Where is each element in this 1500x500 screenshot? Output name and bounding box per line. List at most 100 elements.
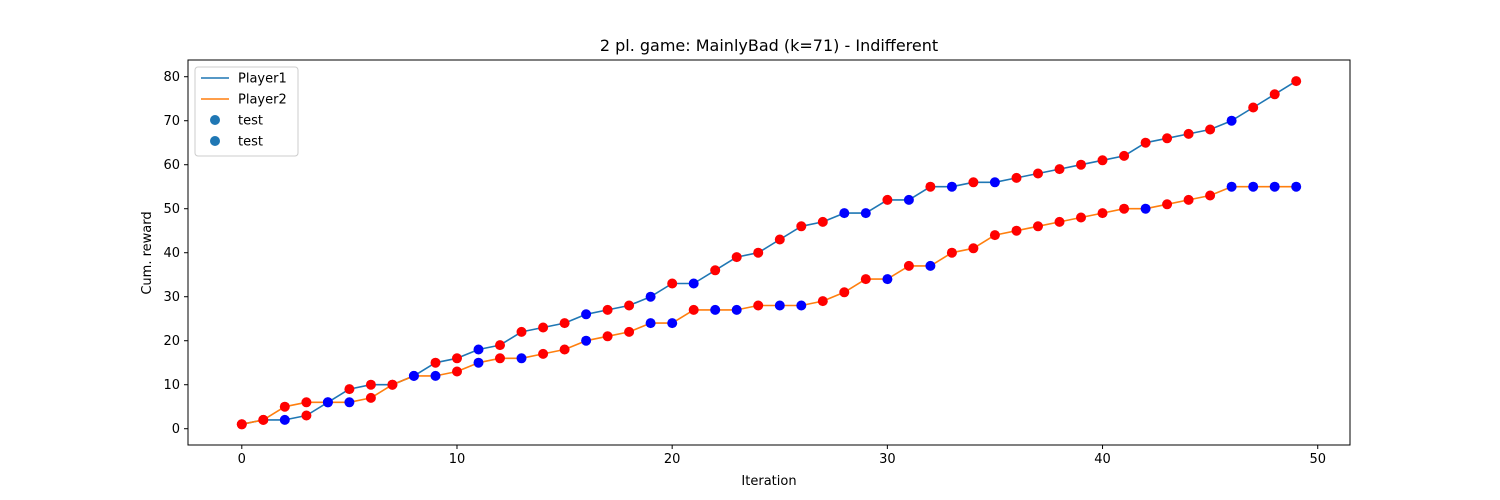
x-axis-label: Iteration	[741, 474, 796, 489]
data-point-s2-22	[710, 304, 721, 315]
data-point-s2-43	[1162, 199, 1173, 210]
data-point-s1-20	[667, 278, 678, 289]
data-point-s1-30	[882, 194, 893, 205]
data-point-s1-2	[279, 414, 290, 425]
y-tick-label: 0	[172, 422, 180, 437]
data-point-s1-29	[860, 208, 871, 219]
data-point-s2-29	[860, 274, 871, 285]
data-point-s2-24	[753, 300, 764, 311]
data-point-s1-3	[301, 410, 312, 421]
data-point-s1-37	[1033, 168, 1043, 179]
legend-label-scatter-1: test	[238, 114, 263, 129]
x-tick-label: 40	[1094, 452, 1111, 467]
data-point-s2-37	[1033, 221, 1043, 232]
data-point-s1-35	[989, 177, 1000, 188]
data-point-s1-36	[1011, 172, 1022, 183]
data-point-s2-3	[301, 397, 312, 408]
data-point-s2-33	[946, 247, 957, 258]
data-point-s1-24	[753, 247, 764, 258]
data-point-s1-33	[946, 181, 957, 192]
data-point-s2-17	[602, 331, 613, 342]
y-tick-label: 40	[163, 246, 180, 261]
data-point-s2-25	[774, 300, 785, 311]
x-tick-label: 50	[1309, 452, 1326, 467]
data-point-s1-19	[645, 291, 656, 302]
data-point-s1-38	[1054, 164, 1065, 175]
chart-title: 2 pl. game: MainlyBad (k=71) - Indiffere…	[600, 36, 938, 55]
data-point-s1-40	[1097, 155, 1108, 166]
data-point-s1-10	[452, 353, 462, 364]
data-point-s2-36	[1011, 225, 1022, 236]
data-point-s2-12	[495, 353, 505, 364]
data-point-s2-34	[968, 243, 979, 254]
data-point-s1-13	[516, 326, 527, 337]
data-point-s1-27	[817, 216, 828, 227]
data-point-s1-46	[1226, 115, 1237, 126]
legend-label-1: Player1	[238, 72, 287, 87]
y-tick-label: 50	[163, 202, 180, 217]
data-point-s2-49	[1291, 181, 1302, 192]
y-tick-label: 60	[163, 158, 180, 173]
data-point-s2-35	[989, 230, 1000, 241]
legend-marker-scatter-1	[210, 115, 220, 125]
data-point-s2-18	[624, 326, 635, 337]
axes: 0 10 20 30 40 50 0 10 20 30 40 50 60 70 80	[163, 59, 1351, 467]
data-point-s1-11	[473, 344, 484, 355]
data-point-s2-32	[925, 260, 936, 271]
data-point-s2-9	[430, 370, 441, 381]
x-tick-label: 10	[449, 452, 466, 467]
data-point-s2-47	[1248, 181, 1259, 192]
data-point-s2-42	[1140, 203, 1151, 214]
data-point-s1-49	[1291, 76, 1302, 87]
data-point-s2-26	[796, 300, 807, 311]
data-point-s2-0	[236, 419, 247, 430]
data-point-s2-2	[279, 401, 290, 412]
data-point-s2-16	[581, 335, 592, 346]
data-point-s1-16	[581, 309, 592, 320]
data-point-s1-25	[774, 234, 785, 245]
data-point-s1-42	[1140, 137, 1151, 148]
data-point-s2-44	[1183, 194, 1194, 205]
data-point-s1-22	[710, 265, 721, 276]
data-point-s2-23	[731, 304, 742, 315]
data-point-s1-34	[968, 177, 979, 188]
data-point-s2-48	[1269, 181, 1280, 192]
data-point-s2-31	[903, 260, 914, 271]
y-tick-label: 30	[163, 290, 180, 305]
series-markers	[236, 76, 1302, 430]
data-point-s1-26	[796, 221, 807, 232]
data-point-s2-19	[645, 318, 656, 329]
data-point-s1-47	[1248, 102, 1259, 113]
data-point-s1-9	[430, 357, 441, 368]
data-point-s2-15	[559, 344, 570, 355]
y-axis-label: Cum. reward	[140, 211, 155, 294]
legend: Player1 Player2 test test	[194, 66, 299, 157]
data-point-s2-11	[473, 357, 484, 368]
data-point-s1-17	[602, 304, 613, 315]
data-point-s1-41	[1119, 150, 1130, 161]
data-point-s1-45	[1205, 124, 1216, 135]
data-point-s2-14	[538, 348, 549, 359]
legend-marker-scatter-2	[210, 136, 220, 146]
data-point-s2-5	[344, 397, 355, 408]
legend-label-scatter-2: test	[238, 135, 263, 150]
data-point-s2-10	[452, 366, 462, 377]
data-point-s2-8	[408, 370, 419, 381]
data-point-s1-32	[925, 181, 936, 192]
data-point-s2-41	[1119, 203, 1130, 214]
data-point-s2-6	[365, 392, 376, 403]
data-point-s2-30	[882, 274, 893, 285]
data-point-s1-23	[731, 252, 742, 263]
data-point-s1-6	[365, 379, 376, 390]
legend-label-2: Player2	[238, 93, 287, 108]
data-point-s1-18	[624, 300, 635, 311]
data-point-s1-28	[839, 208, 850, 219]
data-point-s2-13	[516, 353, 527, 364]
y-tick-label: 10	[163, 378, 180, 393]
data-point-s2-7	[387, 379, 398, 390]
x-tick-label: 30	[879, 452, 896, 467]
data-point-s1-43	[1162, 133, 1173, 144]
data-point-s2-28	[839, 287, 850, 298]
data-point-s2-45	[1205, 190, 1216, 201]
